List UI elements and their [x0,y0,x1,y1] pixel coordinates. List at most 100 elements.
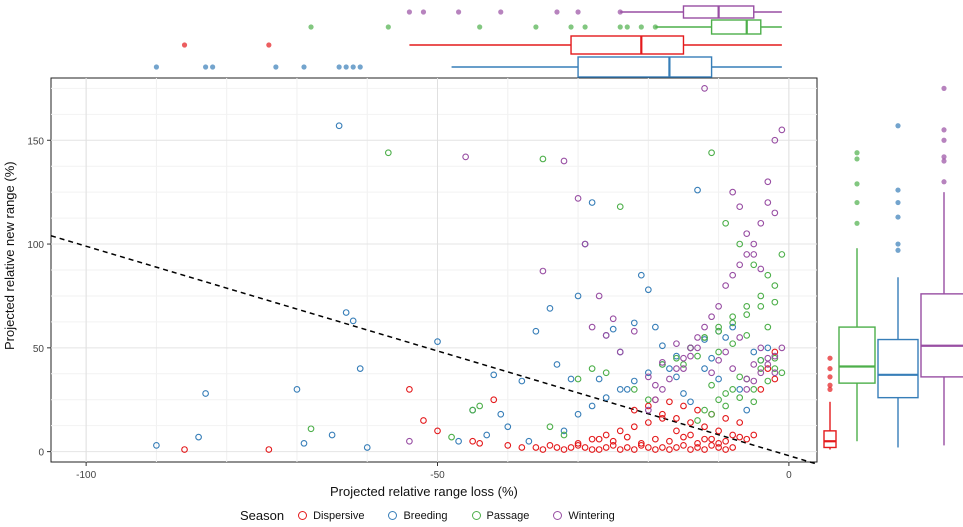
point-breeding [680,390,687,397]
point-wintering [701,85,708,92]
point-breeding [708,354,715,362]
point-breeding [637,271,645,279]
point-wintering [673,340,680,348]
point-wintering [778,126,786,134]
point-passage [778,369,786,377]
point-dispersive [623,433,631,441]
y-tick-label: 150 [27,136,44,147]
point-passage [307,425,315,433]
point-breeding [560,427,568,435]
point-wintering [729,271,737,279]
point-dispersive [469,437,477,445]
point-passage [736,373,744,381]
point-dispersive [518,444,526,451]
legend-label-breeding: Breeding [403,509,448,522]
point-passage [729,340,737,348]
point-breeding [673,352,680,360]
point-breeding [694,186,701,194]
point-passage [680,361,687,368]
legend-swatch-dispersive [298,511,308,520]
point-wintering [694,344,701,352]
legend-item-breeding: Breeding [388,509,448,522]
top-outlier-breeding [336,64,342,70]
point-passage [630,386,638,393]
point-breeding [764,344,772,352]
point-wintering [539,267,547,275]
point-breeding [722,334,729,341]
point-dispersive [567,444,575,451]
point-wintering [764,361,772,368]
legend-label-wintering: Wintering [568,509,615,522]
point-passage [708,381,715,389]
point-wintering [609,315,617,323]
point-breeding [659,342,666,350]
point-wintering [652,396,659,404]
top-outlier-wintering [498,9,504,15]
point-wintering [757,344,765,352]
y-axis-label-text: Projected relative new range (%) [2,161,17,350]
point-breeding [356,365,364,372]
point-passage [743,332,751,339]
point-breeding [202,390,209,397]
point-dispersive [743,435,751,443]
point-dispersive [687,419,694,426]
legend-item-wintering: Wintering [553,509,615,522]
point-breeding [644,286,652,294]
point-dispersive [771,348,779,356]
point-breeding [743,406,751,414]
right-outlier-dispersive [827,365,833,372]
point-passage [771,282,779,289]
point-dispersive [771,375,779,383]
point-breeding [673,373,680,381]
right-outlier-passage [854,199,860,206]
top-outlier-passage [624,24,630,30]
point-wintering [694,334,701,341]
right-outlier-wintering [941,85,947,91]
point-passage [602,369,610,377]
point-dispersive [546,442,554,449]
scatter-points [153,85,786,453]
point-wintering [764,199,772,206]
point-wintering [644,373,652,381]
point-wintering [729,365,737,372]
point-dispersive [602,431,610,439]
point-passage [757,292,765,300]
point-breeding [342,309,350,316]
point-dispersive [588,446,596,453]
point-breeding [630,377,638,385]
point-dispersive [715,439,722,447]
point-passage [729,386,737,393]
point-dispersive [666,398,673,406]
point-breeding [588,199,596,206]
point-breeding [715,375,722,383]
point-wintering [581,240,589,248]
point-breeding [497,410,505,418]
top-outlier-passage [617,24,623,30]
point-dispersive [729,431,737,439]
point-dispersive [687,446,694,453]
point-wintering [715,356,722,364]
point-dispersive [687,431,694,439]
point-passage [722,390,729,397]
point-wintering [757,369,765,377]
point-wintering [771,369,779,377]
point-passage [764,271,772,279]
point-dispersive [701,446,708,453]
point-breeding [434,338,441,345]
point-dispersive [644,402,652,410]
y-axis-ticks: 0 50 100 150 [27,136,51,459]
right-outlier-breeding [895,247,901,253]
point-dispersive [764,365,772,372]
point-dispersive [602,444,610,451]
point-breeding [349,317,357,325]
right-box-passage [838,326,876,384]
point-breeding [736,386,744,393]
point-wintering [736,261,744,269]
top-outlier-breeding [210,64,216,70]
point-passage [659,361,666,368]
point-wintering [652,381,659,389]
point-breeding [567,375,575,383]
right-outlier-dispersive [827,355,833,361]
point-dispersive [666,446,673,453]
